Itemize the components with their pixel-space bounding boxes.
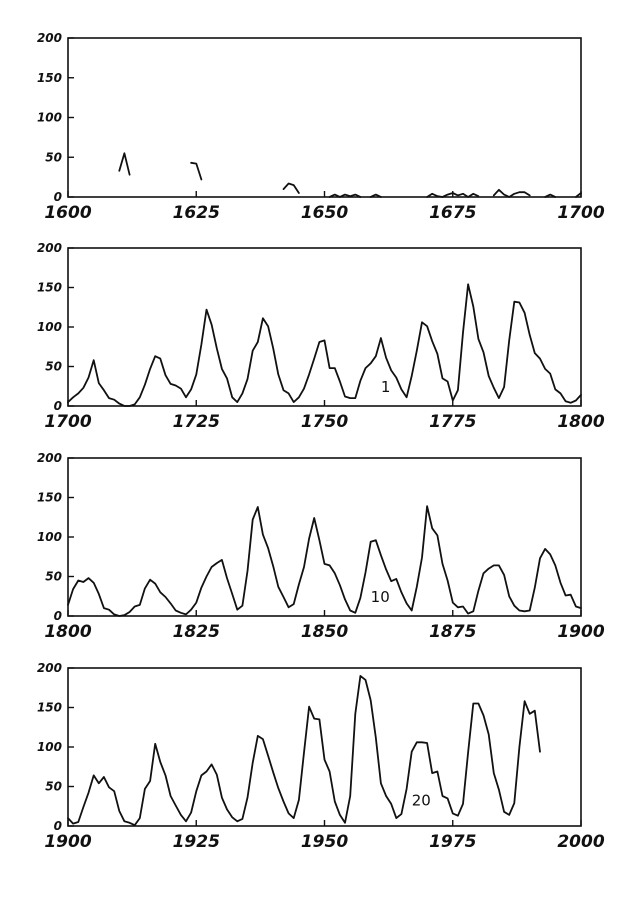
- y-tick-label: 150: [37, 281, 62, 295]
- sunspot-series-line: [426, 192, 480, 198]
- y-tick-label: 0: [54, 190, 62, 204]
- x-tick-label: 1700: [44, 412, 91, 432]
- y-tick-label: 100: [37, 530, 62, 544]
- x-tick-label: 1650: [301, 203, 348, 223]
- sunspot-series-line: [67, 283, 582, 407]
- y-tick-label: 150: [37, 491, 62, 505]
- x-tick-label: 1775: [429, 412, 476, 432]
- x-tick-label: 1950: [301, 832, 348, 852]
- sunspot-series-line: [118, 152, 131, 176]
- x-axis: 1800 1825 1850 1875 1900: [44, 610, 605, 642]
- y-tick-label: 50: [45, 570, 62, 584]
- cycle-annotation: 1: [381, 378, 391, 396]
- plot-series: [118, 152, 582, 198]
- x-axis: 1900 1925 1950 1975 2000: [44, 820, 605, 852]
- y-tick-label: 50: [45, 150, 62, 164]
- sunspot-series-line: [67, 505, 582, 617]
- y-tick-label: 200: [37, 451, 62, 465]
- x-axis: 1700 1725 1750 1775 1800: [44, 400, 605, 432]
- panel-frame: [67, 667, 582, 827]
- panel-1900-2000: 0 50 100 150 200 1900 1925 1950 1975 2000 20: [37, 661, 605, 852]
- x-tick-label: 1900: [557, 622, 604, 642]
- sunspot-series-line: [575, 192, 582, 198]
- x-tick-label: 1675: [429, 203, 476, 223]
- y-tick-label: 100: [37, 320, 62, 334]
- y-tick-label: 50: [45, 360, 62, 374]
- y-axis: 0 50 100 150 200: [37, 661, 74, 833]
- y-tick-label: 0: [54, 609, 62, 623]
- x-tick-label: 2000: [557, 832, 604, 852]
- y-axis: 0 50 100 150 200: [37, 451, 74, 623]
- x-tick-label: 1800: [44, 622, 91, 642]
- y-tick-label: 50: [45, 780, 62, 794]
- y-axis: 0 50 100 150 200: [37, 31, 74, 204]
- y-tick-label: 200: [37, 661, 62, 675]
- x-tick-label: 1600: [44, 203, 91, 223]
- plot-series: [67, 505, 582, 617]
- sunspot-series-line: [369, 193, 382, 198]
- x-tick-label: 1900: [44, 832, 91, 852]
- cycle-annotation: 20: [412, 791, 431, 809]
- panel-1600-1700: 0 50 100 150 200 1600 1625 1650 1675 1700: [37, 31, 605, 223]
- y-tick-label: 150: [37, 71, 62, 85]
- sunspot-series-line: [190, 161, 203, 181]
- x-tick-label: 1625: [173, 203, 220, 223]
- y-axis: 0 50 100 150 200: [37, 241, 74, 413]
- y-tick-label: 0: [54, 399, 62, 413]
- x-tick-label: 1825: [173, 622, 220, 642]
- panel-frame: [67, 37, 582, 198]
- x-tick-label: 1850: [301, 622, 348, 642]
- x-tick-label: 1975: [429, 832, 476, 852]
- y-tick-label: 0: [54, 819, 62, 833]
- y-tick-label: 200: [37, 241, 62, 255]
- panel-1800-1900: 0 50 100 150 200 1800 1825 1850 1875 1900 10: [37, 451, 605, 642]
- plot-series: [67, 283, 582, 407]
- sunspot-series-line: [328, 193, 362, 198]
- x-tick-label: 1875: [429, 622, 476, 642]
- x-tick-label: 1800: [557, 412, 604, 432]
- y-tick-label: 150: [37, 701, 62, 715]
- plot-series: [67, 675, 541, 827]
- cycle-annotation: 10: [371, 588, 390, 606]
- sunspot-series-line: [67, 675, 541, 827]
- sunspot-series-line: [282, 182, 300, 194]
- sunspot-series-line: [492, 188, 531, 198]
- y-tick-label: 100: [37, 111, 62, 125]
- x-tick-label: 1925: [173, 832, 220, 852]
- y-tick-label: 100: [37, 740, 62, 754]
- panel-1700-1800: 0 50 100 150 200 1700 1725 1750 1775 1800 1: [37, 241, 605, 432]
- panel-frame: [67, 457, 582, 617]
- y-tick-label: 200: [37, 31, 62, 45]
- sunspot-series-line: [544, 193, 557, 198]
- x-tick-label: 1750: [301, 412, 348, 432]
- x-axis: 1600 1625 1650 1675 1700: [44, 191, 605, 223]
- x-tick-label: 1725: [173, 412, 220, 432]
- x-tick-label: 1700: [557, 203, 604, 223]
